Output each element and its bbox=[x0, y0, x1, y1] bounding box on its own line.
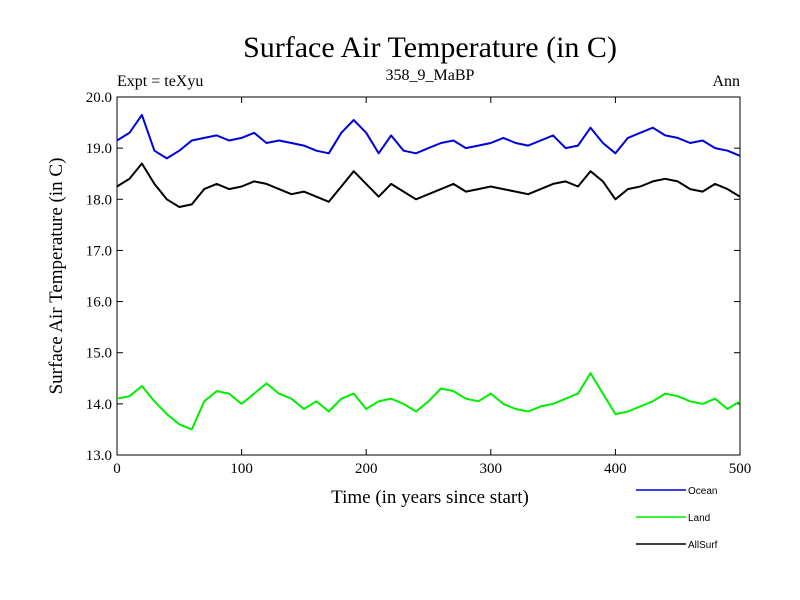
legend-label-ocean: Ocean bbox=[688, 486, 717, 497]
x-tick-label: 300 bbox=[480, 461, 503, 477]
y-tick-label: 17.0 bbox=[86, 243, 112, 259]
chart-title: Surface Air Temperature (in C) bbox=[243, 31, 617, 64]
y-tick-label: 13.0 bbox=[86, 448, 112, 464]
x-axis-label: Time (in years since start) bbox=[331, 487, 529, 508]
y-tick-label: 19.0 bbox=[86, 141, 112, 157]
y-tick-label: 14.0 bbox=[86, 397, 112, 413]
x-tick-label: 500 bbox=[729, 461, 752, 477]
experiment-label: Expt = teXyu bbox=[117, 73, 203, 90]
plot-frame bbox=[116, 96, 741, 456]
legend: Ocean Land AllSurf bbox=[636, 486, 718, 551]
x-tick-label: 0 bbox=[113, 461, 121, 477]
legend-label-allsurf: AllSurf bbox=[688, 540, 718, 551]
legend-label-land: Land bbox=[688, 513, 710, 524]
y-tick-label: 15.0 bbox=[86, 346, 112, 362]
y-tick-label: 20.0 bbox=[86, 90, 112, 106]
x-tick-label: 400 bbox=[604, 461, 627, 477]
series-lines bbox=[116, 113, 741, 431]
period-label: 358_9_MaBP bbox=[386, 67, 475, 84]
y-tick-label: 18.0 bbox=[86, 192, 112, 208]
axis-ticks: 0 100 200 300 400 500 13.0 14.0 15.0 16.0 17.0 18.0… bbox=[86, 90, 752, 477]
x-tick-label: 200 bbox=[355, 461, 378, 477]
season-label: Ann bbox=[712, 73, 740, 90]
y-tick-label: 16.0 bbox=[86, 295, 112, 311]
y-axis-label: Surface Air Temperature (in C) bbox=[46, 158, 67, 395]
series-line-allsurf bbox=[116, 162, 741, 208]
x-tick-label: 100 bbox=[230, 461, 253, 477]
series-line-land bbox=[116, 372, 741, 431]
series-line-ocean bbox=[116, 113, 741, 160]
